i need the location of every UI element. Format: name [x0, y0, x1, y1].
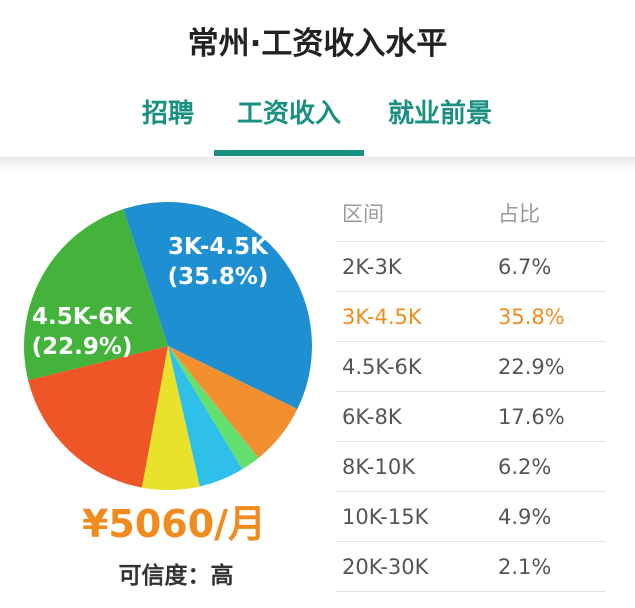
pie-slice-20k-30k: [168, 346, 259, 470]
section-divider: [0, 157, 635, 171]
row-share: 4.9%: [498, 505, 552, 529]
table-row: 6K-8K 17.6%: [336, 392, 606, 442]
table-row: 2K-3K 6.7%: [336, 242, 606, 292]
row-range: 4.5K-6K: [342, 355, 422, 379]
row-range: 20K-30K: [342, 555, 429, 579]
tab-bar: 招聘 工资收入 就业前景: [0, 92, 635, 158]
header-range: 区间: [342, 202, 384, 226]
page-title: 常州·工资收入水平: [187, 26, 448, 62]
tab-recruitment[interactable]: 招聘: [141, 99, 194, 129]
row-share: 6.7%: [498, 255, 552, 279]
row-range: 3K-4.5K: [342, 305, 422, 329]
average-salary: ¥5060/月: [81, 502, 267, 546]
row-range: 8K-10K: [342, 455, 415, 479]
salary-pie-chart: 3K-4.5K (35.8%) 4.5K-6K (22.9%): [22, 200, 314, 492]
row-share: 22.9%: [498, 355, 565, 379]
slice-label: 4.5K-6K: [32, 304, 133, 330]
table-row: 3K-4.5K 35.8%: [336, 292, 606, 342]
row-share: 17.6%: [498, 405, 565, 429]
pie-slice-6k-8k: [28, 346, 169, 488]
row-share: 6.2%: [498, 455, 552, 479]
table-row: 20K-30K 2.1%: [336, 542, 606, 592]
pie-slice-2k-3k: [168, 346, 298, 458]
header-share: 占比: [498, 202, 540, 226]
tab-prospects[interactable]: 就业前景: [387, 99, 492, 129]
row-share: 2.1%: [498, 555, 552, 579]
active-tab-indicator: [214, 150, 364, 156]
pie-slice-8k-10k: [141, 346, 200, 491]
table-row: 4.5K-6K 22.9%: [336, 342, 606, 392]
row-range: 2K-3K: [342, 255, 402, 279]
row-range: 10K-15K: [342, 505, 429, 529]
row-share: 35.8%: [498, 305, 565, 329]
slice-percent-label: (22.9%): [32, 334, 133, 360]
pie-slice-4.5k-6k: [24, 209, 168, 381]
table-row: 10K-15K 4.9%: [336, 492, 606, 542]
slice-label: 3K-4.5K: [168, 234, 269, 260]
row-range: 6K-8K: [342, 405, 402, 429]
salary-distribution-table: 区间 占比 2K-3K 6.7% 3K-4.5K 35.8% 4.5K-6K 2…: [336, 190, 606, 592]
tab-salary[interactable]: 工资收入: [236, 99, 341, 129]
table-row: 8K-10K 6.2%: [336, 442, 606, 492]
pie-slice-3k-4.5k: [123, 202, 312, 410]
credibility-label: 可信度：高: [118, 563, 234, 589]
slice-percent-label: (35.8%): [168, 264, 269, 290]
pie-slice-10k-15k: [168, 346, 243, 487]
pie-svg: 3K-4.5K (35.8%) 4.5K-6K (22.9%): [24, 202, 312, 491]
table-header: 区间 占比: [336, 190, 606, 242]
